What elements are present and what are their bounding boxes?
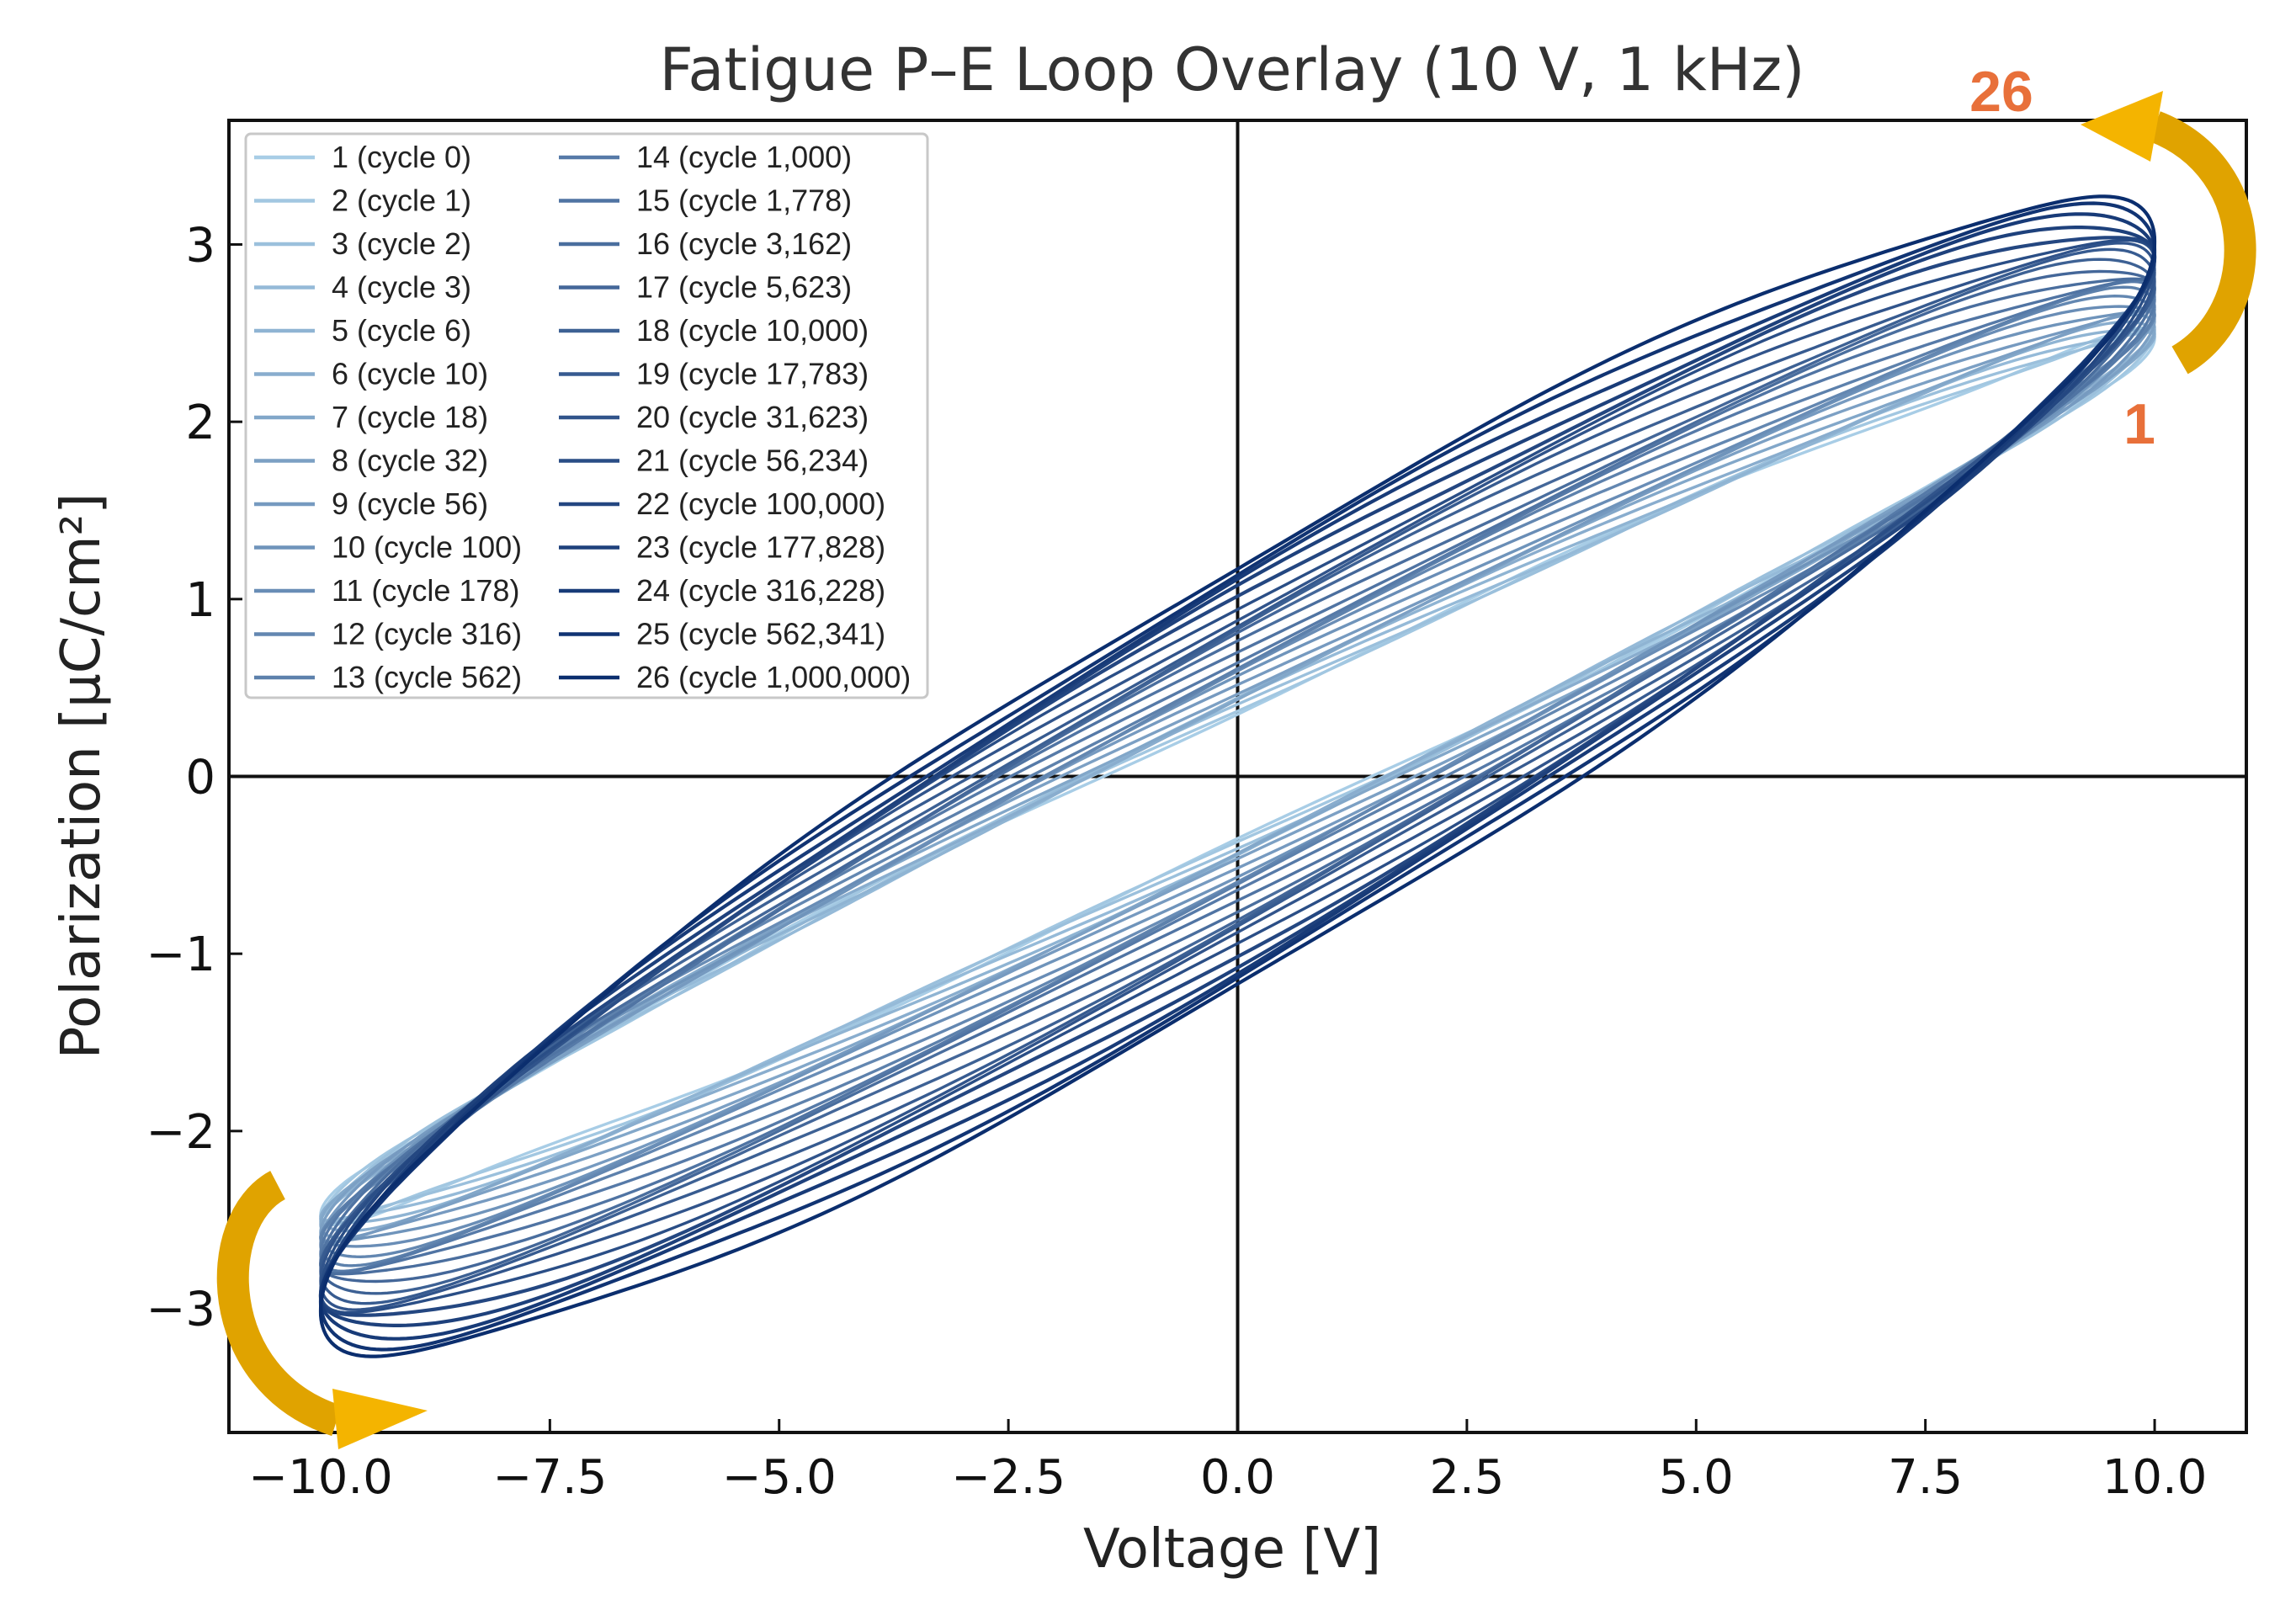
y-axis-label: Polarization [μC/cm²] <box>50 493 113 1059</box>
y-ticks: −3 −2 −1 0 1 2 3 <box>146 218 242 1337</box>
x-tick-label: 7.5 <box>1888 1450 1963 1505</box>
legend-item: 9 (cycle 56) <box>332 486 488 521</box>
legend-item: 8 (cycle 32) <box>332 444 488 478</box>
y-tick-label: 3 <box>185 218 215 273</box>
x-tick-label: −5.0 <box>722 1450 837 1505</box>
y-tick-label: 1 <box>185 573 215 628</box>
x-tick-label: −7.5 <box>492 1450 607 1505</box>
legend-item: 12 (cycle 316) <box>332 617 522 651</box>
legend-item: 17 (cycle 5,623) <box>636 270 852 305</box>
x-tick-label: 0.0 <box>1200 1450 1275 1505</box>
top-right-arrowhead <box>2081 91 2163 162</box>
legend-item: 22 (cycle 100,000) <box>636 486 885 521</box>
legend: 1 (cycle 0) 2 (cycle 1) 3 (cycle 2) 4 (cycl… <box>244 132 929 699</box>
legend-item: 20 (cycle 31,623) <box>636 400 869 434</box>
loop-series <box>318 194 2157 1358</box>
x-tick-label: −2.5 <box>951 1450 1066 1505</box>
legend-item: 25 (cycle 562,341) <box>636 617 885 651</box>
legend-item: 13 (cycle 562) <box>332 660 522 694</box>
legend-item: 26 (cycle 1,000,000) <box>636 660 911 694</box>
bottom-left-arrow-arc <box>216 1171 343 1437</box>
legend-item: 5 (cycle 6) <box>332 313 471 348</box>
x-tick-label: −10.0 <box>248 1450 393 1505</box>
legend-item: 1 (cycle 0) <box>332 140 471 174</box>
x-tick-label: 10.0 <box>2102 1450 2208 1505</box>
cycle-direction-arrows: 26 1 <box>216 60 2256 1449</box>
legend-item: 19 (cycle 17,783) <box>636 357 869 391</box>
legend-item: 18 (cycle 10,000) <box>636 313 869 348</box>
loop-series-26 <box>318 194 2157 1358</box>
y-tick-label: 2 <box>185 396 215 450</box>
y-tick-label: −2 <box>146 1105 215 1160</box>
zero-lines <box>229 120 2246 1432</box>
x-ticks: −10.0 −7.5 −5.0 −2.5 0.0 2.5 5.0 7.5 10.0 <box>248 1419 2207 1505</box>
legend-item: 24 (cycle 316,228) <box>636 573 885 608</box>
legend-item: 2 (cycle 1) <box>332 183 471 218</box>
legend-item: 15 (cycle 1,778) <box>636 183 852 218</box>
top-right-arrow-arc <box>2148 111 2256 375</box>
legend-item: 23 (cycle 177,828) <box>636 530 885 565</box>
y-tick-label: 0 <box>185 751 215 805</box>
legend-item: 16 (cycle 3,162) <box>636 226 852 261</box>
legend-item: 14 (cycle 1,000) <box>636 140 852 174</box>
annotation-end-cycle: 26 <box>1969 60 2033 124</box>
chart-title: Fatigue P–E Loop Overlay (10 V, 1 kHz) <box>660 35 1805 104</box>
legend-item: 6 (cycle 10) <box>332 357 488 391</box>
legend-item: 7 (cycle 18) <box>332 400 488 434</box>
y-tick-label: −1 <box>146 927 215 982</box>
legend-item: 4 (cycle 3) <box>332 270 471 305</box>
legend-item: 21 (cycle 56,234) <box>636 444 869 478</box>
x-tick-label: 2.5 <box>1429 1450 1504 1505</box>
x-tick-label: 5.0 <box>1659 1450 1734 1505</box>
legend-item: 10 (cycle 100) <box>332 530 522 565</box>
legend-item: 3 (cycle 2) <box>332 226 471 261</box>
annotation-start-cycle: 1 <box>2123 392 2155 456</box>
bottom-left-arrowhead <box>332 1389 428 1449</box>
y-tick-label: −3 <box>146 1283 215 1337</box>
x-axis-label: Voltage [V] <box>1083 1518 1381 1581</box>
legend-item: 11 (cycle 178) <box>332 573 519 608</box>
